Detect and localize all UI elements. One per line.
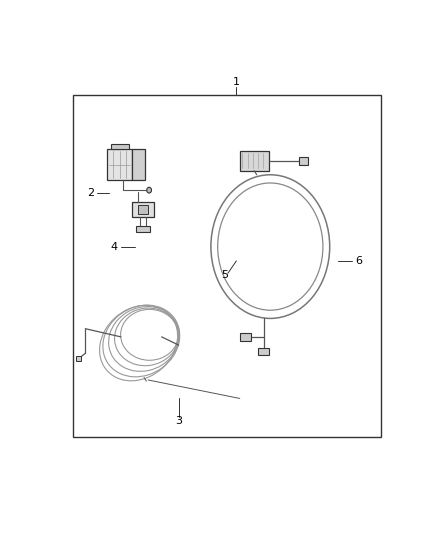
- Bar: [240, 333, 251, 341]
- Text: 1: 1: [233, 77, 240, 87]
- Bar: [132, 202, 154, 217]
- Bar: [76, 356, 81, 361]
- Bar: [258, 348, 269, 356]
- Text: 3: 3: [175, 416, 182, 426]
- Bar: [111, 144, 130, 149]
- Circle shape: [147, 187, 152, 193]
- Text: 6: 6: [355, 256, 362, 266]
- Text: 2: 2: [87, 188, 94, 198]
- Bar: [136, 225, 150, 232]
- Text: 5: 5: [221, 270, 228, 280]
- Bar: [138, 205, 148, 214]
- Bar: [74, 95, 381, 438]
- Text: 4: 4: [110, 241, 118, 252]
- Bar: [240, 151, 268, 171]
- Bar: [132, 149, 145, 180]
- Bar: [299, 157, 307, 165]
- Bar: [107, 149, 132, 180]
